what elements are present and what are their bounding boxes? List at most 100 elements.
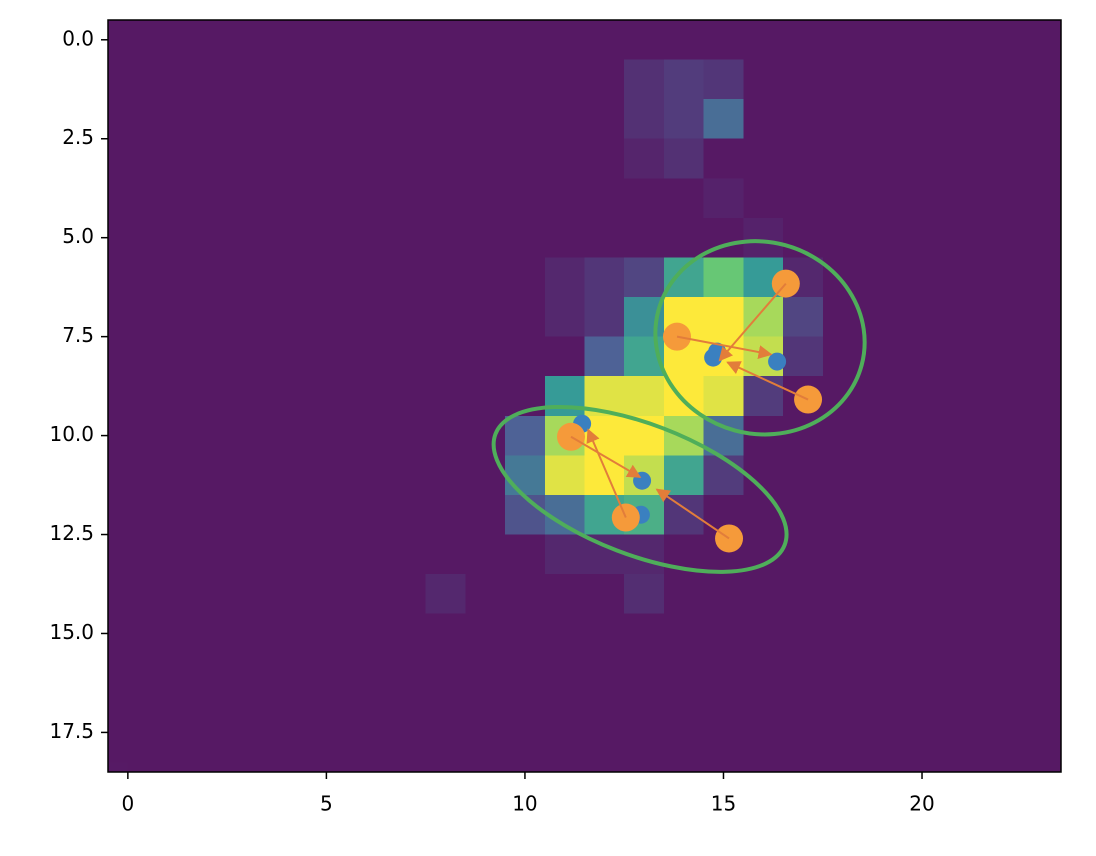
- heatmap-cell: [306, 534, 347, 575]
- heatmap-cell: [505, 336, 546, 377]
- heatmap-cell: [266, 59, 308, 100]
- heatmap-cell: [902, 415, 943, 456]
- heatmap-cell: [981, 534, 1022, 575]
- heatmap-cell: [385, 415, 427, 456]
- heatmap-cell: [584, 99, 625, 140]
- heatmap-cell: [385, 494, 427, 536]
- heatmap-cell: [385, 534, 427, 575]
- heatmap-cell: [227, 732, 268, 773]
- heatmap-cell: [1021, 613, 1062, 654]
- heatmap-cell: [385, 574, 427, 615]
- y-tick-label: 7.5: [62, 323, 94, 347]
- heatmap-cell: [306, 574, 347, 615]
- heatmap-cell: [187, 455, 228, 496]
- heatmap-cell: [783, 494, 824, 536]
- heatmap-cell: [703, 178, 744, 219]
- heatmap-cell: [385, 99, 427, 140]
- heatmap-cell: [385, 455, 427, 496]
- heatmap-cell: [822, 257, 863, 298]
- heatmap-cell: [505, 534, 546, 575]
- heatmap-cell: [544, 138, 585, 179]
- heatmap-cell: [663, 574, 705, 615]
- heatmap-cell: [703, 574, 744, 615]
- heatmap-cell: [385, 59, 427, 100]
- heatmap-cell: [544, 257, 585, 298]
- heatmap-cell: [743, 178, 784, 219]
- heatmap-cell: [544, 20, 585, 61]
- heatmap-cell: [465, 336, 506, 377]
- heatmap-cell: [624, 99, 665, 140]
- heatmap-cell: [465, 613, 506, 654]
- heatmap-cell: [584, 217, 625, 258]
- heatmap-cell: [266, 20, 308, 61]
- heatmap-cell: [505, 692, 546, 733]
- heatmap-cell: [465, 534, 506, 575]
- heatmap-cell: [544, 613, 585, 654]
- x-tick-label: 20: [909, 792, 934, 816]
- heatmap-cell: [465, 297, 506, 338]
- y-tick-label: 2.5: [62, 125, 94, 149]
- heatmap-cell: [663, 455, 705, 496]
- heatmap-cell: [624, 257, 665, 298]
- heatmap-cell: [941, 297, 983, 338]
- heatmap-cell: [227, 653, 268, 694]
- ellipse: [653, 239, 867, 437]
- heatmap-cell: [981, 732, 1022, 773]
- heatmap-cell: [425, 494, 466, 536]
- heatmap-cell: [783, 20, 824, 61]
- heatmap-cell: [822, 455, 863, 496]
- heatmap-cell: [306, 653, 347, 694]
- heatmap-cell: [227, 494, 268, 536]
- heatmap-cell: [108, 455, 149, 496]
- heatmap-cell: [783, 732, 824, 773]
- heatmap-cell: [743, 732, 784, 773]
- heatmap: [108, 20, 1062, 773]
- heatmap-cell: [783, 653, 824, 694]
- heatmap-cell: [505, 613, 546, 654]
- heatmap-cell: [425, 613, 466, 654]
- heatmap-cell: [266, 297, 308, 338]
- heatmap-cell: [822, 59, 863, 100]
- heatmap-cell: [346, 494, 387, 536]
- heatmap-cell: [425, 297, 466, 338]
- heatmap-cell: [902, 138, 943, 179]
- heatmap-cell: [147, 732, 188, 773]
- heatmap-cell: [941, 455, 983, 496]
- heatmap-cell: [346, 336, 387, 377]
- heatmap-cell: [624, 138, 665, 179]
- heatmap-cell: [465, 653, 506, 694]
- heatmap-cell: [425, 376, 466, 417]
- heatmap-cell: [822, 99, 863, 140]
- heatmap-cell: [346, 99, 387, 140]
- heatmap-cell: [584, 20, 625, 61]
- heatmap-cell: [187, 20, 228, 61]
- heatmap-cell: [306, 138, 347, 179]
- heatmap-cell: [147, 613, 188, 654]
- heatmap-cell: [425, 20, 466, 61]
- heatmap-cell: [902, 257, 943, 298]
- heatmap-cell: [187, 297, 228, 338]
- heatmap-cell: [584, 613, 625, 654]
- heatmap-cell: [902, 692, 943, 733]
- y-tick-label: 12.5: [49, 521, 94, 545]
- heatmap-cell: [108, 692, 149, 733]
- heatmap-cell: [862, 336, 903, 377]
- heatmap-cell: [108, 534, 149, 575]
- heatmap-cell: [902, 20, 943, 61]
- heatmap-cell: [1021, 20, 1062, 61]
- heatmap-cell: [544, 455, 585, 496]
- heatmap-cell: [902, 574, 943, 615]
- arrow: [570, 435, 642, 479]
- heatmap-cell: [465, 99, 506, 140]
- heatmap-cell: [902, 455, 943, 496]
- heatmap-cell: [385, 336, 427, 377]
- scatter-point: [704, 348, 723, 367]
- heatmap-cell: [306, 336, 347, 377]
- ellipse: [491, 404, 789, 574]
- heatmap-cell: [187, 534, 228, 575]
- heatmap-cell: [505, 455, 546, 496]
- arrow: [726, 361, 809, 401]
- heatmap-cell: [743, 494, 784, 536]
- heatmap-cell: [862, 99, 903, 140]
- heatmap-cell: [227, 297, 268, 338]
